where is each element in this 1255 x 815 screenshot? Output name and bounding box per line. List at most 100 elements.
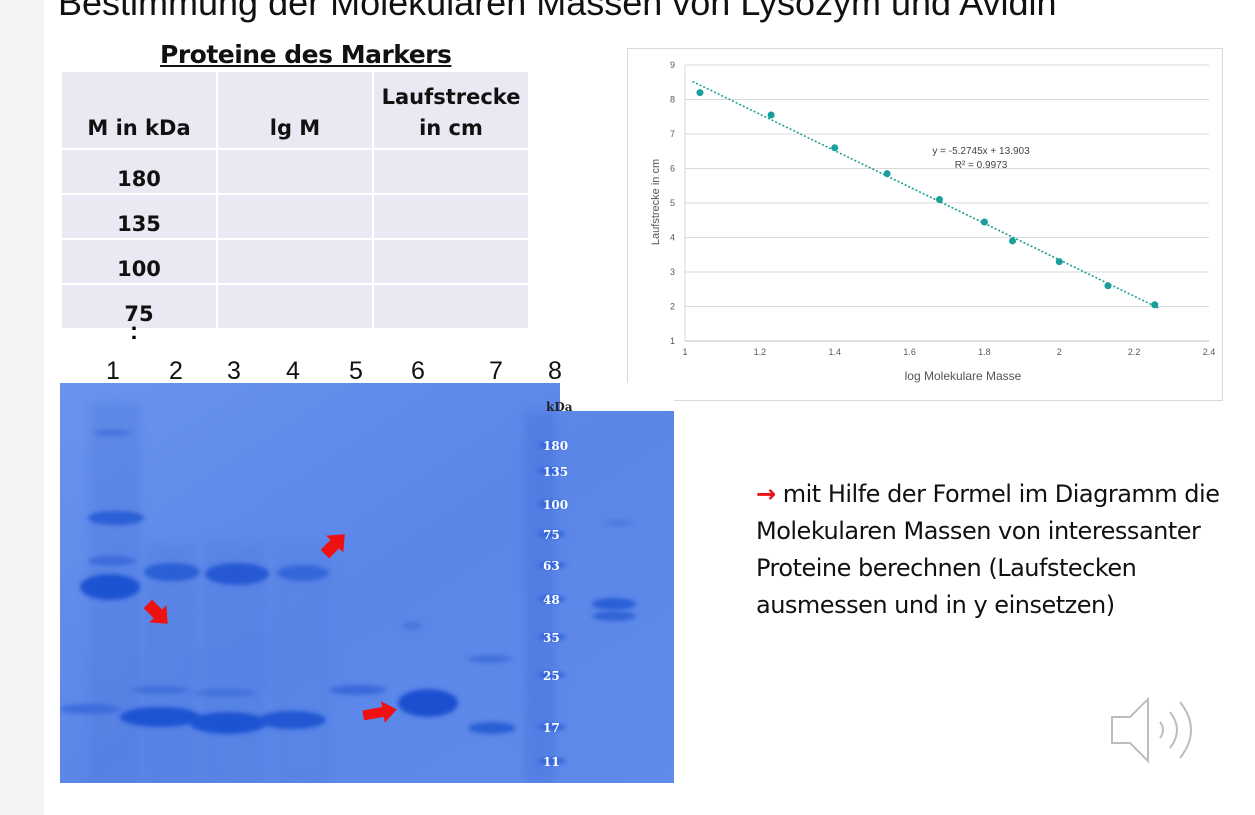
cell-distance bbox=[374, 195, 528, 238]
table-row: 135 bbox=[62, 195, 528, 238]
header-distance-line2: in cm bbox=[419, 116, 483, 140]
ladder-label: 11 bbox=[543, 755, 560, 769]
lane-number: 1 bbox=[106, 357, 120, 385]
cell-mass: 180 bbox=[62, 150, 216, 193]
gel-ladder-bands bbox=[538, 442, 566, 764]
chart-y-tick-label: 7 bbox=[670, 129, 675, 139]
chart-point bbox=[1009, 237, 1016, 245]
header-distance-line1: Laufstrecke bbox=[381, 85, 521, 109]
chart-point bbox=[831, 144, 839, 152]
gel-lane-numbers: 1 2 3 4 5 6 7 8 bbox=[0, 357, 640, 389]
chart-trendline-group bbox=[692, 80, 1159, 309]
gel-svg: kDa 180 135 100 75 63 48 35 25 17 11 bbox=[60, 383, 674, 783]
cell-log-mass bbox=[218, 150, 372, 193]
cell-distance bbox=[374, 240, 528, 283]
chart-x-tick-label: 1.8 bbox=[978, 347, 991, 357]
chart-point bbox=[767, 111, 775, 119]
header-log-mass: lg M bbox=[218, 72, 372, 148]
chart-x-tick-label: 1.2 bbox=[754, 347, 767, 357]
chart-svg: 1 2 3 4 5 6 7 8 9 1 1.2 1.4 1.6 1.8 2 2.2 2.4 y = -5.274… bbox=[650, 60, 1215, 383]
chart-point bbox=[696, 89, 704, 97]
cell-mass: 100 bbox=[62, 240, 216, 283]
chart-y-tick-label: 3 bbox=[670, 267, 675, 277]
ladder-label: 17 bbox=[543, 721, 560, 735]
chart-point bbox=[980, 218, 988, 226]
marker-table: M in kDa lg M Laufstrecke in cm 180 135 … bbox=[60, 70, 530, 330]
instruction-note: → mit Hilfe der Formel im Diagramm die M… bbox=[756, 476, 1226, 624]
gel-lanes-2-4-bands bbox=[120, 563, 329, 734]
chart-y-tick-label: 2 bbox=[670, 302, 675, 312]
chart-x-tick-label: 1.4 bbox=[828, 347, 841, 357]
cell-mass: 135 bbox=[62, 195, 216, 238]
slide-margin bbox=[0, 0, 44, 815]
lane-number: 7 bbox=[489, 357, 503, 385]
lane-number: 2 bbox=[169, 357, 183, 385]
chart-point bbox=[1055, 258, 1063, 266]
chart-x-tick-label: 1.6 bbox=[903, 347, 916, 357]
ladder-label: 180 bbox=[543, 439, 568, 453]
ladder-label: 25 bbox=[543, 669, 560, 683]
header-distance: Laufstrecke in cm bbox=[374, 72, 528, 148]
instruction-text: mit Hilfe der Formel im Diagramm die Mol… bbox=[756, 480, 1220, 619]
table-row: 75 bbox=[62, 285, 528, 328]
cell-mass: 75 bbox=[62, 285, 216, 328]
arrow-icon bbox=[320, 534, 345, 559]
chart-x-tick-label: 2.4 bbox=[1203, 347, 1216, 357]
arrow-icon bbox=[143, 599, 168, 624]
header-mass: M in kDa bbox=[62, 72, 216, 148]
ladder-label: 48 bbox=[543, 593, 560, 607]
table-row: 100 bbox=[62, 240, 528, 283]
table-continuation: : bbox=[130, 318, 138, 345]
chart-y-tick-label: 4 bbox=[670, 233, 675, 243]
ladder-label: 135 bbox=[543, 465, 568, 479]
chart-points bbox=[696, 89, 1159, 309]
chart-y-axis-label: Laufstrecke in cm bbox=[650, 159, 662, 245]
cell-log-mass bbox=[218, 240, 372, 283]
right-arrow-icon: → bbox=[756, 480, 776, 508]
chart-y-tick-label: 1 bbox=[670, 336, 675, 346]
chart-point bbox=[936, 196, 944, 204]
chart-point bbox=[1151, 301, 1159, 309]
sds-page-gel: kDa 180 135 100 75 63 48 35 25 17 11 bbox=[60, 383, 674, 783]
chart-trendline bbox=[692, 80, 1159, 309]
chart-x-tick-label: 2 bbox=[1057, 347, 1062, 357]
cell-distance bbox=[374, 285, 528, 328]
gel-lane-1-bands bbox=[60, 430, 144, 714]
slide-title: Bestimmung der Molekularen Massen von Ly… bbox=[58, 0, 1057, 23]
lane-number: 8 bbox=[548, 357, 562, 385]
red-arrows bbox=[143, 534, 397, 723]
chart-point bbox=[1104, 282, 1112, 290]
cell-distance bbox=[374, 150, 528, 193]
chart-y-tick-label: 6 bbox=[670, 164, 675, 174]
gel-sample-lane-bands bbox=[592, 520, 636, 621]
ladder-label: 63 bbox=[543, 559, 560, 573]
gel-lanes-5-7-bands bbox=[330, 622, 516, 734]
table-caption: Proteine des Markers bbox=[160, 40, 452, 69]
lane-number: 6 bbox=[411, 357, 425, 385]
ladder-labels: kDa 180 135 100 75 63 48 35 25 17 11 bbox=[543, 400, 573, 769]
ladder-label: 100 bbox=[543, 498, 568, 512]
chart-point bbox=[883, 170, 891, 178]
table-row: 180 bbox=[62, 150, 528, 193]
chart-x-axis-label: log Molekulare Masse bbox=[905, 369, 1022, 383]
lane-number: 5 bbox=[349, 357, 363, 385]
ladder-label: 75 bbox=[543, 528, 560, 542]
cell-log-mass bbox=[218, 195, 372, 238]
chart-y-tick-label: 9 bbox=[670, 60, 675, 70]
chart-x-tick-label: 2.2 bbox=[1128, 347, 1141, 357]
ladder-label: 35 bbox=[543, 631, 560, 645]
table-header-row: M in kDa lg M Laufstrecke in cm bbox=[62, 72, 528, 148]
chart-y-tick-label: 8 bbox=[670, 95, 675, 105]
arrow-icon bbox=[362, 701, 397, 723]
chart-axes: 1 2 3 4 5 6 7 8 9 1 1.2 1.4 1.6 1.8 2 2.2 2.4 bbox=[670, 60, 1215, 357]
chart-equation: y = -5.2745x + 13.903 bbox=[932, 146, 1030, 157]
speaker-icon[interactable] bbox=[1108, 690, 1208, 770]
chart-r-squared: R² = 0.9973 bbox=[955, 160, 1008, 171]
calibration-chart: 1 2 3 4 5 6 7 8 9 1 1.2 1.4 1.6 1.8 2 2.2 2.4 y = -5.274… bbox=[627, 48, 1223, 401]
ladder-unit: kDa bbox=[546, 400, 573, 414]
chart-y-tick-label: 5 bbox=[670, 198, 675, 208]
gel-corner bbox=[560, 383, 674, 411]
lane-number: 3 bbox=[227, 357, 241, 385]
chart-grid bbox=[685, 64, 1209, 342]
lane-number: 4 bbox=[286, 357, 300, 385]
